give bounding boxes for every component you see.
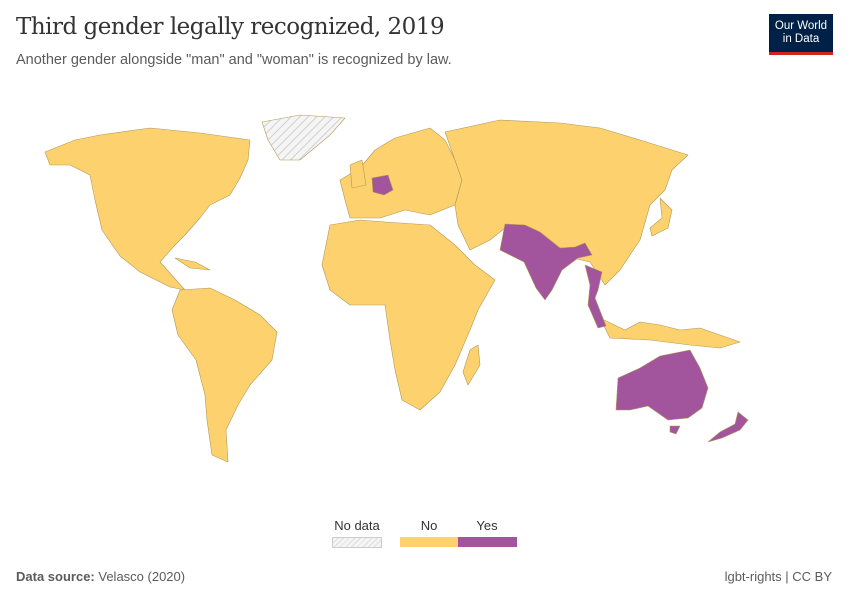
legend-categories: No Yes: [400, 518, 517, 547]
legend-label: No data: [334, 518, 380, 533]
legend-swatch-yes[interactable]: [458, 537, 517, 547]
japan[interactable]: [649, 197, 673, 237]
north-america[interactable]: [44, 127, 251, 291]
madagascar[interactable]: [462, 344, 481, 386]
world-map: [44, 114, 749, 463]
australia[interactable]: [615, 349, 709, 421]
legend-swatch-no[interactable]: [400, 537, 458, 547]
legend-no-data: No data: [332, 518, 382, 548]
chart-subtitle: Another gender alongside "man" and "woma…: [16, 52, 452, 68]
legend-swatch-no-data: [332, 537, 382, 548]
logo-text: in Data: [782, 33, 820, 45]
new-zealand[interactable]: [707, 411, 749, 443]
data-source: Data source: Velasco (2020): [16, 569, 185, 584]
africa[interactable]: [321, 219, 496, 411]
south-asia-yes[interactable]: [499, 223, 593, 301]
legend-label: Yes: [476, 518, 498, 533]
owid-logo[interactable]: Our World in Data: [769, 14, 833, 55]
indonesia[interactable]: [599, 317, 741, 349]
asia[interactable]: [444, 119, 689, 286]
thailand[interactable]: [584, 264, 607, 329]
uk-ireland[interactable]: [349, 159, 367, 189]
logo-text: Our World: [774, 20, 828, 32]
source-link[interactable]: Velasco (2020): [98, 569, 186, 584]
south-america[interactable]: [171, 287, 278, 463]
cuba-caribbean[interactable]: [174, 257, 211, 271]
source-label: Data source:: [16, 569, 95, 584]
license[interactable]: lgbt-rights | CC BY: [724, 569, 832, 584]
tasmania[interactable]: [669, 425, 681, 435]
legend-label: No: [420, 518, 438, 533]
chart-title: Third gender legally recognized, 2019: [16, 14, 445, 40]
germany[interactable]: [371, 174, 394, 196]
greenland[interactable]: [261, 114, 346, 161]
